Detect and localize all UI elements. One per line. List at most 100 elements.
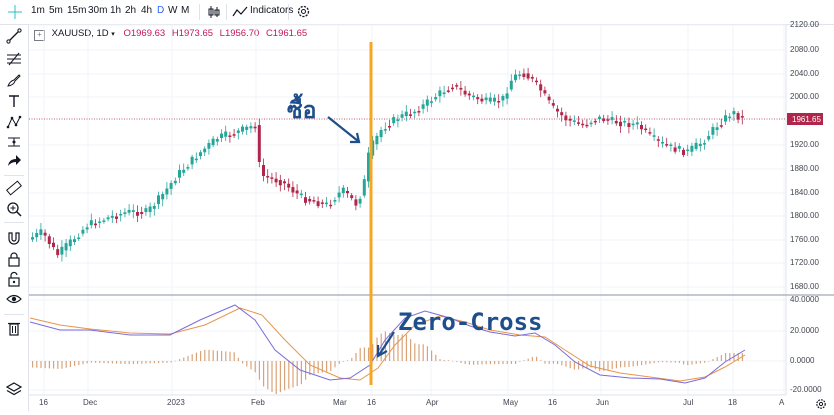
layers-icon[interactable]: [5, 381, 23, 397]
trash-icon[interactable]: [6, 320, 22, 336]
candle-body: [43, 232, 47, 236]
price-tick-label: 1680.00: [790, 282, 819, 291]
histogram-bar: [485, 361, 487, 365]
settings-icon[interactable]: [815, 397, 827, 409]
histogram-bar: [628, 361, 630, 367]
price-tick-label: 1920.00: [790, 140, 819, 149]
candle-body: [173, 180, 177, 184]
arrow-icon[interactable]: [6, 153, 22, 169]
settings-icon[interactable]: [296, 4, 311, 19]
candle-body: [52, 242, 55, 248]
candle-body: [270, 177, 274, 179]
histogram-bar: [670, 361, 672, 363]
histogram-bar: [116, 361, 118, 364]
timeframe-4h[interactable]: 4h: [141, 5, 153, 16]
collapse-icon[interactable]: +: [34, 30, 45, 41]
histogram-bar: [494, 361, 496, 365]
macd-tick-label: 0.0000: [790, 356, 815, 365]
histogram-bar: [489, 361, 491, 365]
timeframe-30m[interactable]: 30m: [88, 5, 108, 16]
candle-body: [350, 195, 354, 199]
histogram-bar: [636, 361, 638, 366]
histogram-bar: [242, 361, 244, 364]
histogram-bar: [216, 350, 218, 361]
histogram-bar: [44, 361, 46, 369]
timeframe-2h[interactable]: 2h: [125, 5, 137, 16]
candle-body: [308, 198, 312, 202]
histogram-bar: [321, 361, 323, 373]
histogram-bar: [607, 361, 609, 371]
timeframe-1m[interactable]: 1m: [31, 5, 45, 16]
candle-body: [400, 114, 404, 118]
candle-body: [56, 249, 60, 256]
candle-body: [505, 93, 509, 99]
ruler-icon[interactable]: [6, 180, 22, 196]
text-icon[interactable]: [6, 93, 22, 109]
candle-body: [619, 121, 622, 127]
candle-body: [635, 122, 639, 125]
histogram-bar: [212, 350, 214, 361]
macd-tick-label: -20.0000: [790, 385, 822, 394]
histogram-bar: [536, 356, 538, 361]
magnet-icon[interactable]: [6, 230, 22, 246]
candle-body: [409, 114, 412, 116]
histogram-bar: [502, 361, 504, 365]
histogram-bar: [443, 359, 445, 361]
histogram-bar: [569, 361, 571, 369]
histogram-bar: [296, 361, 298, 387]
timeframe-w[interactable]: W: [168, 5, 178, 16]
unlock-icon[interactable]: [6, 271, 22, 287]
histogram-bar: [250, 361, 252, 370]
timeframe-1h[interactable]: 1h: [110, 5, 122, 16]
trend-line-icon[interactable]: [6, 28, 22, 44]
candle-body: [152, 205, 156, 209]
candle-body: [715, 127, 719, 130]
histogram-bar: [393, 334, 395, 361]
eye-icon[interactable]: [6, 291, 22, 307]
candles-icon[interactable]: [207, 5, 221, 19]
fib-icon[interactable]: [6, 51, 22, 67]
chevron-down-icon[interactable]: ▾: [111, 31, 115, 38]
candle-body: [732, 111, 736, 115]
candle-body: [211, 138, 215, 146]
candle-body: [119, 213, 123, 216]
candle-body: [463, 90, 467, 95]
candle-body: [459, 87, 463, 90]
crosshair-icon[interactable]: [8, 5, 22, 19]
histogram-bar: [515, 361, 517, 364]
histogram-bar: [557, 361, 559, 365]
histogram-bar: [426, 346, 428, 361]
histogram-bar: [578, 361, 580, 370]
candle-body: [358, 198, 362, 204]
timeframe-15m[interactable]: 15m: [67, 5, 87, 16]
timeframe-m[interactable]: M: [181, 5, 190, 16]
histogram-bar: [221, 351, 223, 361]
measure-icon[interactable]: [6, 134, 22, 150]
timeframe-d[interactable]: D: [157, 5, 165, 16]
macd-histogram: [32, 331, 743, 395]
histogram-bar: [704, 361, 706, 363]
candle-body: [740, 116, 744, 118]
current-price-badge: [787, 113, 823, 125]
lock-icon[interactable]: [6, 251, 22, 267]
candle-body: [627, 123, 631, 127]
candle-body: [736, 113, 740, 120]
candle-body: [526, 73, 530, 79]
histogram-bar: [111, 361, 113, 364]
brush-icon[interactable]: [6, 72, 22, 88]
histogram-bar: [544, 361, 546, 364]
symbol-label[interactable]: XAUUSD, 1D: [51, 28, 109, 39]
candle-body: [530, 77, 534, 79]
pattern-icon[interactable]: [6, 114, 22, 130]
zoom-icon[interactable]: [6, 201, 22, 217]
histogram-bar: [275, 361, 277, 395]
timeframe-5m[interactable]: 5m: [49, 5, 63, 16]
macd-line: [29, 304, 746, 384]
histogram-bar: [36, 361, 38, 368]
candle-body: [161, 193, 165, 200]
candle-body: [304, 197, 307, 203]
price-tick-label: 1720.00: [790, 258, 819, 267]
candle-body: [257, 125, 261, 162]
histogram-bar: [729, 353, 731, 361]
